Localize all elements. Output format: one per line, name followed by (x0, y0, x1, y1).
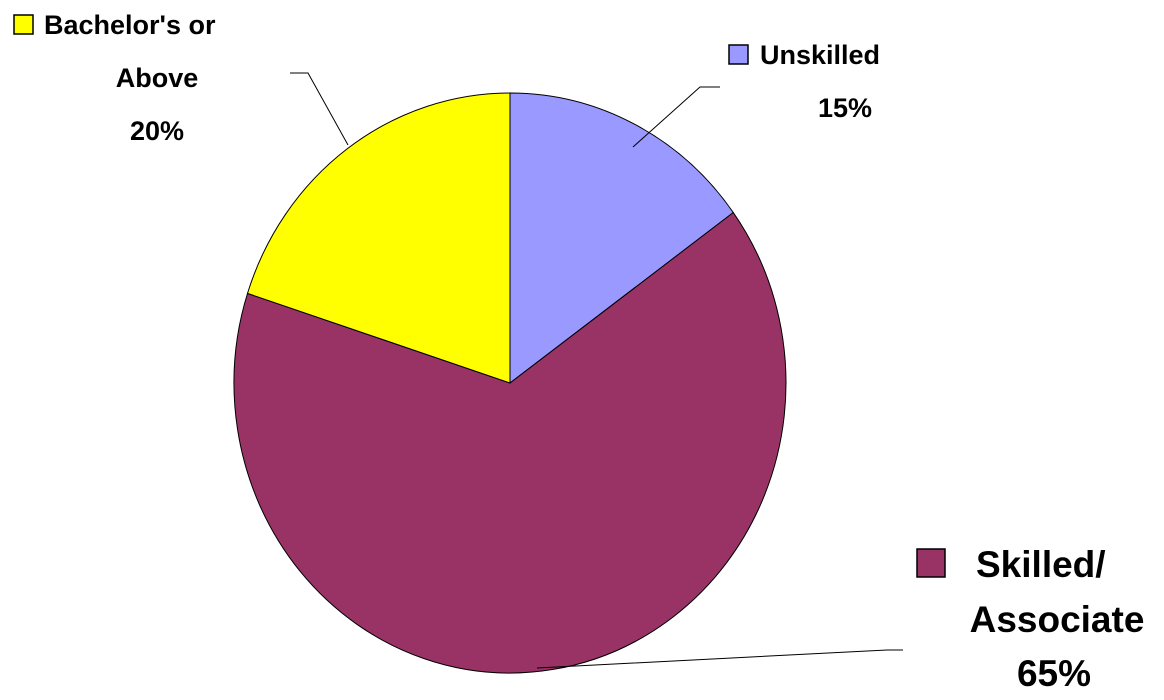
leader-line-unskilled (632, 86, 720, 148)
slice-label-bachelors-percent: 20% (130, 116, 184, 146)
slice-label-unskilled: Unskilled 15% (728, 40, 880, 123)
leader-line-skilled-associate (536, 649, 903, 669)
slice-label-unskilled-name: Unskilled (760, 40, 880, 70)
slice-label-bachelors: Bachelor's or Above 20% (13, 10, 216, 146)
slice-label-skilled-associate-line1: Skilled/ (976, 544, 1106, 585)
pie-slice-unskilled (509, 92, 734, 385)
pie-slices (233, 92, 787, 674)
leader-line-bachelors (290, 72, 349, 146)
legend-key-skilled-associate (916, 548, 946, 578)
slice-labels: Unskilled 15% Skilled/ Associate 65% Bac… (13, 10, 1145, 694)
pie-slice-bachelors (246, 92, 511, 384)
slice-label-bachelors-line2: Above (116, 63, 199, 93)
slice-label-skilled-associate-percent: 65% (1017, 653, 1091, 694)
legend-key-unskilled (728, 44, 749, 65)
legend-key-bachelors (13, 14, 34, 35)
label-leader-lines (290, 72, 903, 669)
slice-label-unskilled-percent: 15% (818, 93, 872, 123)
slice-label-bachelors-line1: Bachelor's or (44, 10, 216, 40)
pie-slice-skilled-associate (233, 211, 787, 674)
slice-label-skilled-associate-line2: Associate (970, 599, 1145, 640)
slice-label-skilled-associate: Skilled/ Associate 65% (916, 544, 1145, 694)
